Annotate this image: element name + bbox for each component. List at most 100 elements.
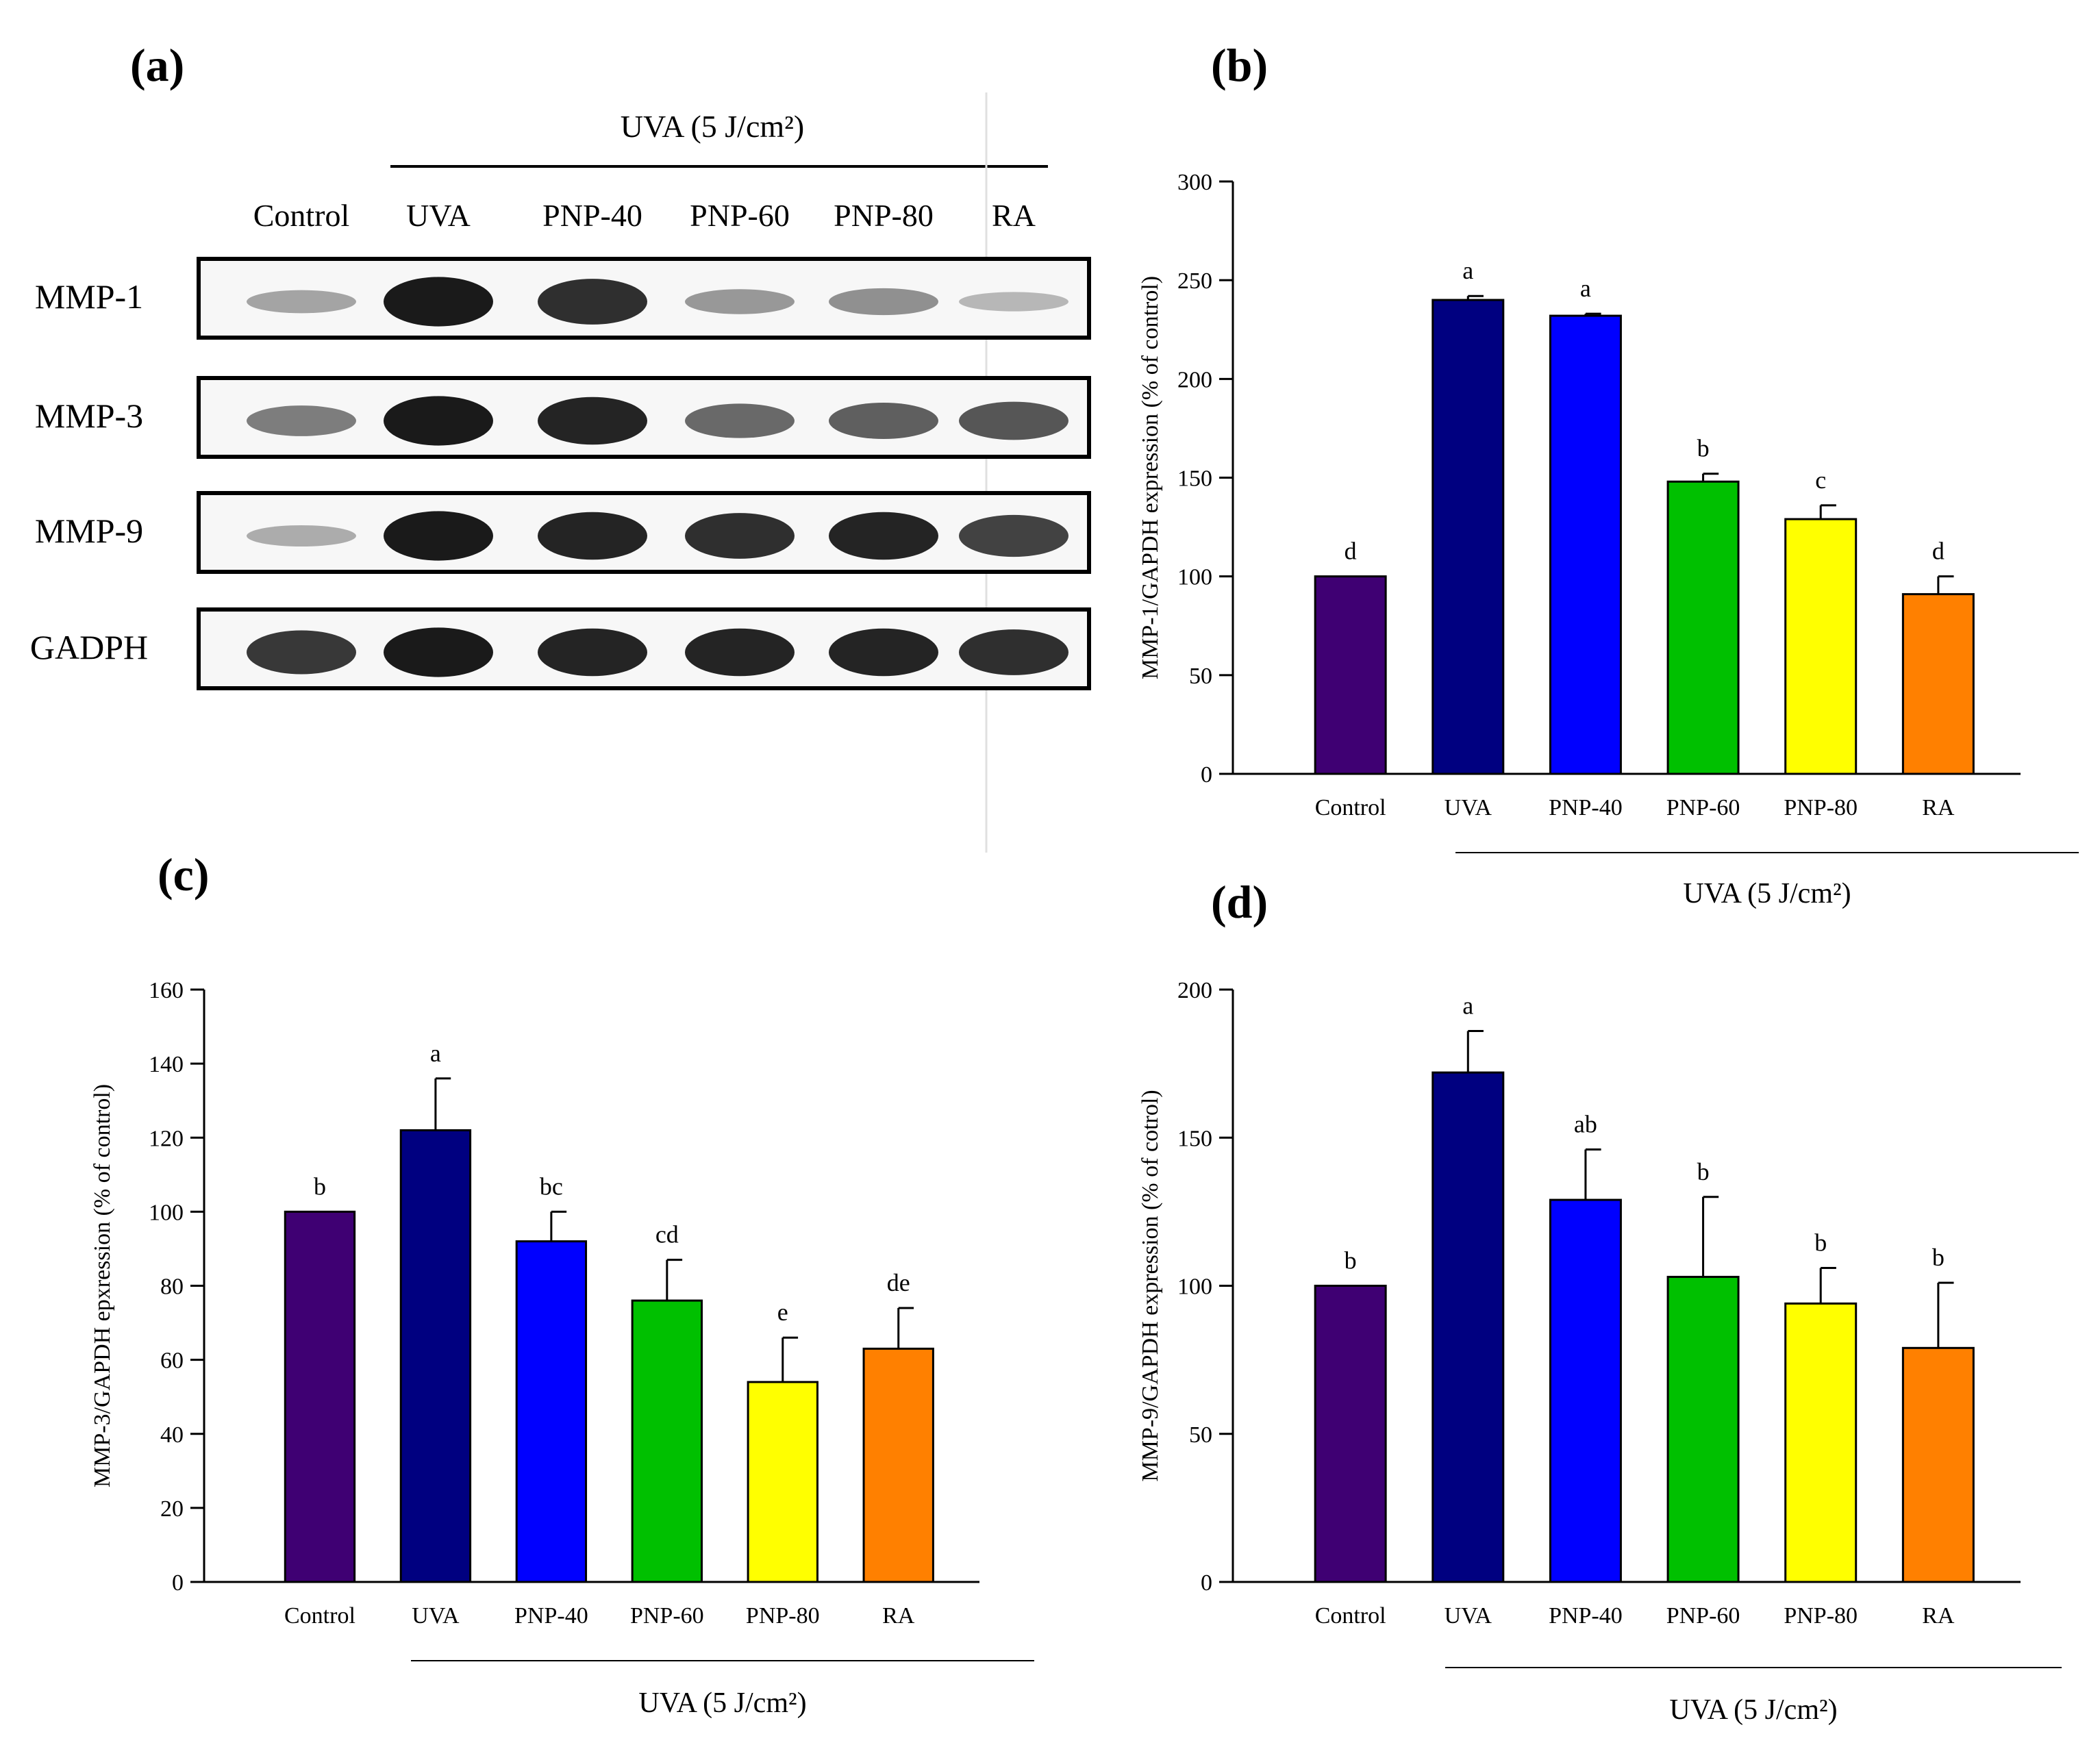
- significance-letter: b: [1345, 1247, 1357, 1274]
- x-tick-label: PNP-60: [1666, 795, 1740, 820]
- significance-letter: cd: [655, 1221, 679, 1248]
- blot-row-label: MMP-9: [35, 512, 143, 550]
- x-tick-label: PNP-40: [1549, 795, 1623, 820]
- bar: [1666, 1276, 1740, 1583]
- panel-b-label: (b): [1211, 39, 1268, 91]
- x-tick-label: PNP-80: [1784, 795, 1858, 820]
- y-tick-label: 50: [1189, 1422, 1212, 1448]
- significance-letter: b: [1814, 1229, 1827, 1257]
- blot-row-label: MMP-3: [35, 397, 143, 435]
- blot-band: [959, 629, 1068, 675]
- bar: [1314, 575, 1387, 775]
- y-axis-title: MMP-3/GAPDH epxression (% of control): [90, 1084, 115, 1487]
- significance-letter: de: [887, 1269, 910, 1296]
- x-tick-label: PNP-40: [1549, 1603, 1623, 1629]
- significance-letter: a: [1462, 992, 1473, 1020]
- blot-band: [829, 512, 938, 560]
- x-tick-label: Control: [284, 1603, 355, 1629]
- significance-letter: a: [430, 1040, 441, 1067]
- blot-band: [829, 403, 938, 439]
- blot-rows: MMP-1 MMP-3 MMP-9 GADPH: [30, 257, 1091, 690]
- y-tick-label: 150: [1177, 1126, 1212, 1151]
- significance-letter: d: [1932, 538, 1945, 565]
- bar: [1666, 480, 1740, 775]
- blot-band: [685, 289, 795, 314]
- y-tick-label: 100: [149, 1200, 184, 1225]
- blot-band: [538, 397, 647, 445]
- x-tick-label: PNP-60: [630, 1603, 704, 1629]
- blot-row: MMP-3: [35, 376, 1091, 459]
- y-tick-label: 20: [160, 1496, 184, 1522]
- blot-treatment-label: UVA (5 J/cm²): [621, 109, 805, 144]
- y-tick-label: 150: [1177, 466, 1212, 492]
- x-tick-label: PNP-60: [1666, 1603, 1740, 1629]
- blot-band: [384, 627, 493, 677]
- x-tick-label: RA: [882, 1603, 915, 1629]
- blot-lane-label: Control: [253, 198, 350, 233]
- x-tick-label: PNP-80: [746, 1603, 820, 1629]
- bar: [399, 1129, 472, 1583]
- bar: [1432, 299, 1505, 775]
- y-tick-label: 0: [1201, 1570, 1212, 1596]
- blot-band: [685, 628, 795, 677]
- panel-d-label: (d): [1211, 876, 1268, 928]
- significance-letter: bc: [540, 1172, 563, 1200]
- x-tick-label: RA: [1922, 1603, 1955, 1629]
- x-tick-label: PNP-80: [1784, 1603, 1858, 1629]
- y-tick-label: 60: [160, 1348, 184, 1374]
- blot-band: [538, 279, 647, 325]
- bar: [862, 1347, 934, 1583]
- bar: [1901, 593, 1975, 775]
- bar: [284, 1210, 356, 1583]
- bar: [1784, 518, 1858, 775]
- blot-band: [829, 628, 938, 677]
- blot-band: [538, 512, 647, 560]
- bar: [747, 1381, 818, 1583]
- bar: [1549, 1198, 1622, 1583]
- blot-row-label: MMP-1: [35, 277, 143, 316]
- blot-lane-label: PNP-40: [542, 198, 642, 233]
- panel-c-chart: (c) 0 20 40 60 80 100 120 140 160 MMP-3/GAPDH epx…: [90, 848, 1034, 1719]
- significance-letter: a: [1462, 257, 1473, 284]
- blot-band: [384, 511, 493, 561]
- x-tick-label: Control: [1315, 1603, 1386, 1629]
- y-axis-title: MMP-1/GAPDH expression (% of control): [1138, 276, 1163, 679]
- panel-c-label: (c): [158, 848, 209, 901]
- blot-band: [829, 288, 938, 316]
- blot-row: MMP-9: [35, 491, 1091, 574]
- bar: [1549, 314, 1622, 775]
- blot-band: [685, 403, 795, 438]
- significance-letter: b: [314, 1172, 326, 1200]
- group-label: UVA (5 J/cm²): [1683, 878, 1851, 909]
- panel-d-chart: (d) 0 50 100 150 200 MMP-9/GAPDH expression (…: [1138, 876, 2062, 1726]
- bar: [1784, 1302, 1858, 1583]
- y-tick-label: 250: [1177, 268, 1212, 294]
- blot-band: [685, 513, 795, 559]
- x-tick-label: PNP-40: [514, 1603, 588, 1629]
- y-axis-title: MMP-9/GAPDH expression (% of cotrol): [1138, 1090, 1163, 1481]
- bar: [1314, 1285, 1387, 1583]
- y-tick-label: 120: [149, 1126, 184, 1151]
- y-tick-label: 0: [172, 1570, 184, 1596]
- blot-band: [384, 396, 493, 446]
- significance-letter: b: [1697, 435, 1710, 462]
- bar: [631, 1299, 703, 1583]
- bar: [1901, 1346, 1975, 1583]
- significance-letter: c: [1815, 466, 1826, 494]
- blot-row: GADPH: [30, 607, 1091, 690]
- blot-band: [959, 514, 1068, 557]
- panel-a-label: (a): [130, 39, 184, 91]
- chart-d: 0 50 100 150 200 MMP-9/GAPDH expression (% of…: [1138, 978, 2062, 1726]
- significance-letter: e: [777, 1298, 788, 1326]
- blot-lane-label: PNP-60: [690, 198, 790, 233]
- y-tick-label: 200: [1177, 978, 1212, 1003]
- y-tick-label: 100: [1177, 565, 1212, 590]
- blot-lane-label: RA: [992, 198, 1036, 233]
- x-tick-label: Control: [1315, 795, 1386, 820]
- x-tick-label: UVA: [1445, 795, 1492, 820]
- blot-row: MMP-1: [35, 257, 1091, 340]
- blot-lane-labels: Control UVA PNP-40 PNP-60 PNP-80 RA: [253, 198, 1036, 233]
- x-tick-label: UVA: [412, 1603, 460, 1629]
- y-tick-label: 40: [160, 1422, 184, 1448]
- blot-lane-label: UVA: [406, 198, 471, 233]
